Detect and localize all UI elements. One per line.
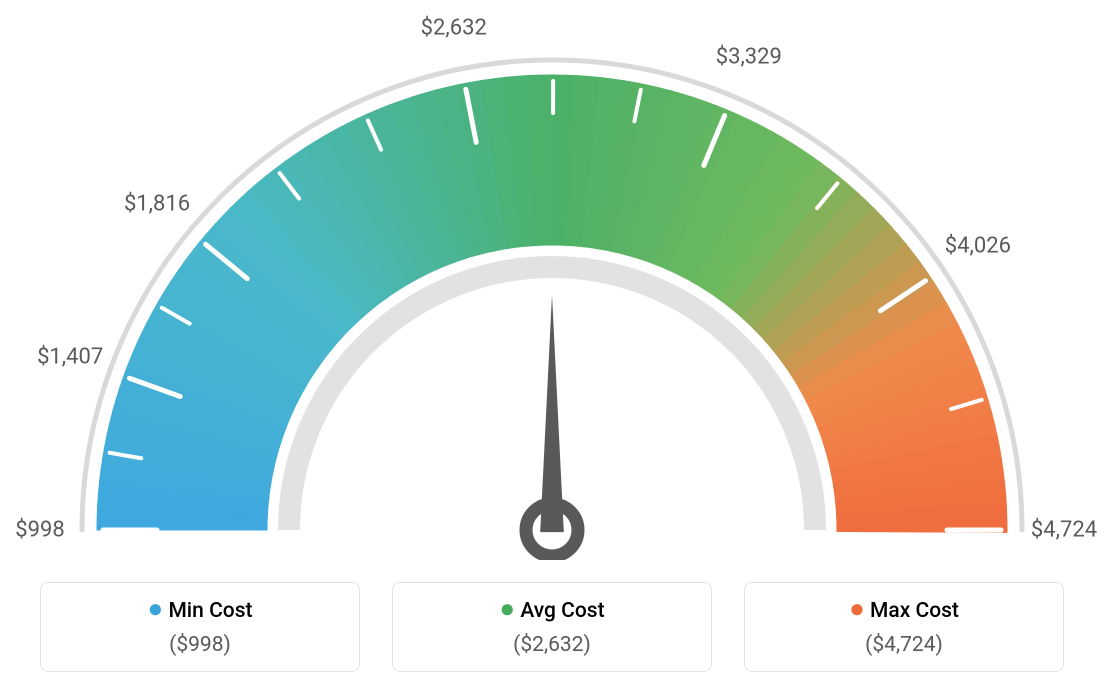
legend-card-min: ● Min Cost ($998): [40, 582, 360, 672]
gauge-tick-label: $4,026: [945, 233, 1011, 258]
gauge-tick-label: $998: [15, 518, 64, 543]
legend-card-max: ● Max Cost ($4,724): [744, 582, 1064, 672]
gauge-tick-label: $2,632: [421, 15, 487, 40]
legend-title-avg: ● Avg Cost: [403, 599, 701, 623]
legend-title-text: Avg Cost: [520, 599, 604, 623]
gauge-tick-label: $1,407: [37, 344, 103, 369]
dot-icon: ●: [849, 594, 865, 624]
dot-icon: ●: [499, 594, 515, 624]
legend-card-avg: ● Avg Cost ($2,632): [392, 582, 712, 672]
legend-title-text: Max Cost: [870, 599, 959, 623]
gauge-svg: [0, 0, 1104, 560]
legend-title-min: ● Min Cost: [51, 599, 349, 623]
legend-title-text: Min Cost: [168, 599, 252, 623]
gauge-tick-label: $3,329: [716, 45, 782, 70]
gauge-container: $998 $1,407 $1,816 $2,632 $3,329 $4,026 $4,724: [0, 0, 1104, 560]
legend-title-max: ● Max Cost: [755, 599, 1053, 623]
gauge-tick-label: $4,724: [1031, 518, 1097, 543]
legend-row: ● Min Cost ($998) ● Avg Cost ($2,632) ● …: [0, 582, 1104, 672]
legend-value-avg: ($2,632): [403, 633, 701, 657]
legend-value-min: ($998): [51, 633, 349, 657]
dot-icon: ●: [147, 594, 163, 624]
gauge-tick-label: $1,816: [124, 192, 190, 217]
legend-value-max: ($4,724): [755, 633, 1053, 657]
